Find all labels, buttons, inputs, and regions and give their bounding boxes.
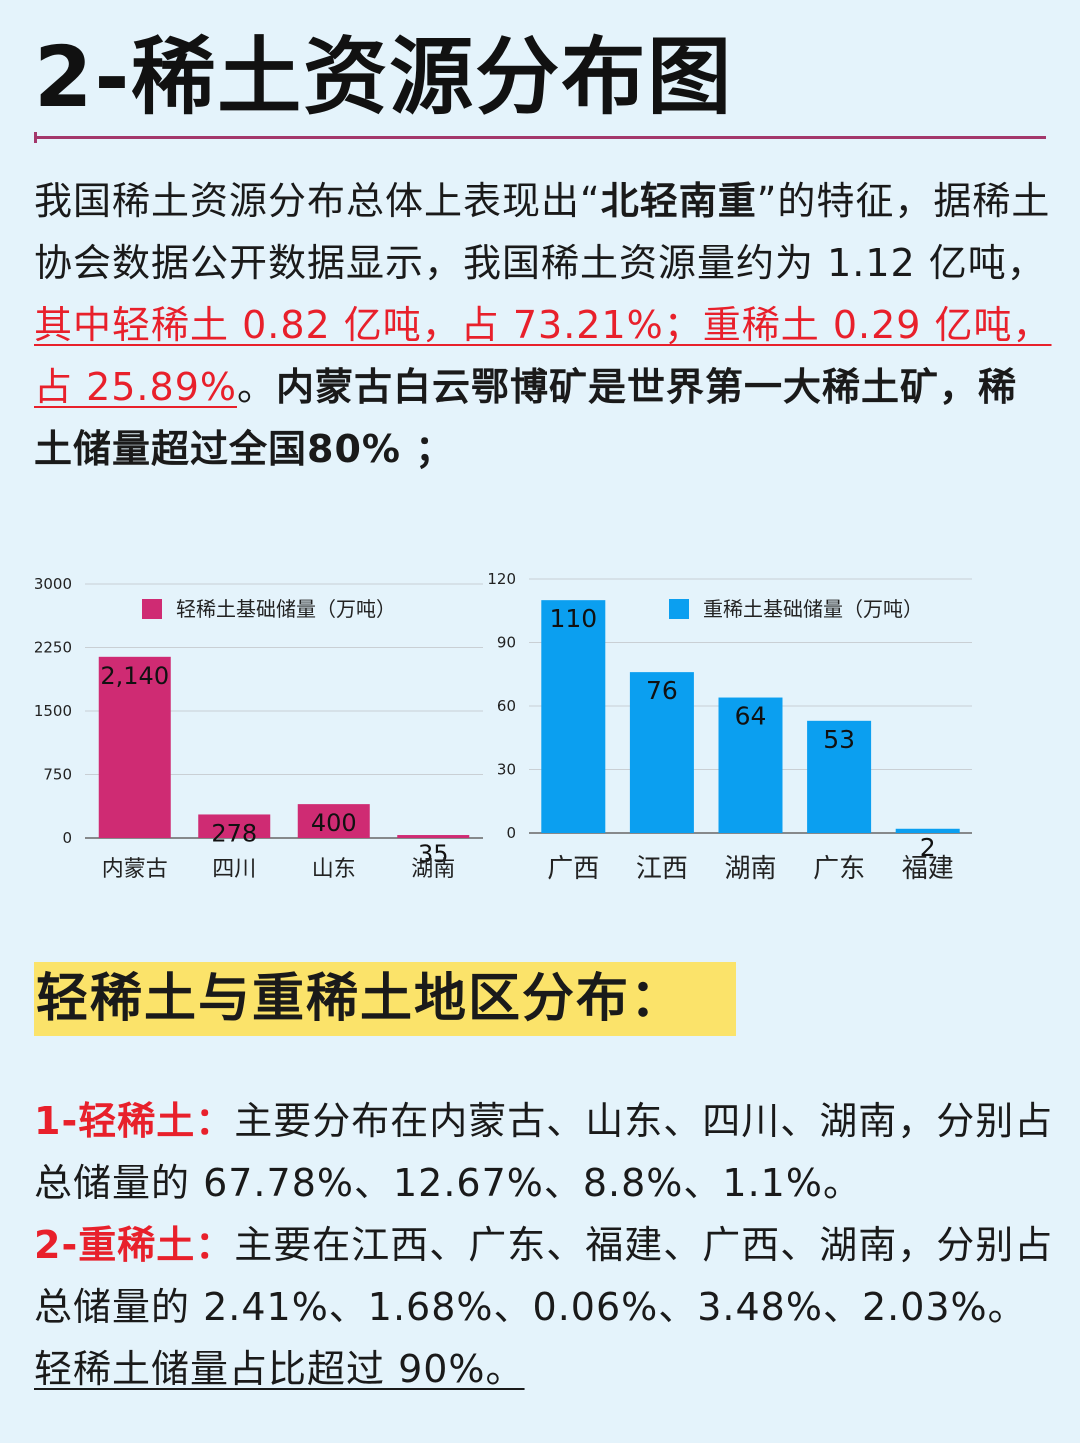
bar <box>98 656 171 838</box>
data-label: 35 <box>418 840 449 868</box>
legend-label: 轻稀土基础储量（万吨） <box>176 597 396 621</box>
bar <box>629 672 694 833</box>
intro-text-2: ”的特征，据稀土协会数据公开数据显示，我国稀土资源量约为 1.12 亿吨， <box>34 179 1051 285</box>
legend-swatch <box>669 599 689 619</box>
y-tick-label: 120 <box>487 570 516 588</box>
bar <box>198 814 271 838</box>
intro-highlight: 其中轻稀土 0.82 亿吨，占 73.21%；重稀土 0.29 亿吨，占 25.… <box>34 303 1052 409</box>
data-label: 2,140 <box>100 662 169 690</box>
y-tick-label: 90 <box>497 634 516 652</box>
x-tick-label: 山东 <box>312 857 356 882</box>
bar <box>541 600 606 833</box>
light-rare-earth-item: 1-轻稀土：主要分布在内蒙古、山东、四川、湖南，分别占总储量的 67.78%、1… <box>34 1090 1054 1214</box>
intro-paragraph: 我国稀土资源分布总体上表现出“北轻南重”的特征，据稀土协会数据公开数据显示，我国… <box>34 170 1054 480</box>
page-title: 2-稀土资源分布图 <box>34 28 734 126</box>
intro-keyword: 北轻南重 <box>600 179 757 223</box>
data-label: 110 <box>549 604 597 633</box>
y-tick-label: 0 <box>62 829 72 847</box>
bar <box>397 835 470 838</box>
x-tick-label: 四川 <box>212 857 256 882</box>
y-tick-label: 30 <box>497 761 516 779</box>
x-tick-label: 广西 <box>547 854 599 884</box>
intro-period: 。 <box>236 365 276 409</box>
y-tick-label: 2250 <box>34 639 72 657</box>
data-label: 53 <box>823 725 855 754</box>
x-tick-label: 福建 <box>902 854 954 884</box>
data-label: 278 <box>211 819 257 847</box>
x-tick-label: 湖南 <box>724 854 776 884</box>
data-label: 76 <box>646 676 678 705</box>
light-rare-earth-chart: 0 750 1500 2250 3000 2,140 内蒙古 278 四川 400 山东 35 湖南 轻稀… <box>30 560 500 904</box>
bar <box>718 697 783 833</box>
intro-bold-conclusion: 内蒙古白云鄂博矿是世界第一大稀土矿，稀土储量超过全国80% ； <box>34 365 1018 471</box>
data-label: 400 <box>311 809 357 837</box>
x-tick-label: 江西 <box>636 854 688 884</box>
light-label: 1-轻稀土： <box>34 1099 235 1143</box>
conclusion-underline: 轻稀土储量占比超过 90%。 <box>34 1347 525 1391</box>
bar <box>895 828 960 833</box>
heavy-rare-earth-item: 2-重稀土：主要在江西、广东、福建、广西、湖南，分别占总储量的 2.41%、1.… <box>34 1214 1054 1400</box>
y-tick-label: 0 <box>506 824 516 842</box>
heavy-label: 2-重稀土： <box>34 1223 235 1267</box>
y-tick-label: 750 <box>43 766 72 784</box>
x-tick-label: 广东 <box>813 854 865 884</box>
intro-text-1: 我国稀土资源分布总体上表现出“ <box>34 179 601 223</box>
data-label: 64 <box>735 702 767 731</box>
section-heading: 轻稀土与重稀土地区分布： <box>34 962 736 1036</box>
y-tick-label: 3000 <box>34 575 72 593</box>
heavy-chart-svg: 0 30 60 90 120 110 广西 76 江西 64 湖南 53 广东 2福建 重稀土基础储量（万吨… <box>487 570 972 884</box>
data-label: 2 <box>920 833 936 862</box>
y-tick-label: 1500 <box>34 702 72 720</box>
light-text: 主要分布在内蒙古、山东、四川、湖南，分别占总储量的 67.78%、12.67%、… <box>34 1099 1054 1205</box>
x-tick-label: 内蒙古 <box>102 857 168 882</box>
legend-swatch <box>142 599 162 619</box>
title-divider <box>34 132 1046 143</box>
heavy-rare-earth-chart: 0 30 60 90 120 110 广西 76 江西 64 湖南 53 广东 2 福建 重稀土基础储量（万吨… <box>485 560 985 904</box>
bar <box>297 804 370 838</box>
y-tick-label: 60 <box>497 697 516 715</box>
distribution-paragraph: 1-轻稀土：主要分布在内蒙古、山东、四川、湖南，分别占总储量的 67.78%、1… <box>34 1090 1054 1400</box>
x-tick-label: 湖南 <box>411 857 455 882</box>
legend-label: 重稀土基础储量（万吨） <box>703 597 923 621</box>
bar <box>807 720 872 833</box>
heavy-text: 主要在江西、广东、福建、广西、湖南，分别占总储量的 2.41%、1.68%、0.… <box>34 1223 1054 1329</box>
